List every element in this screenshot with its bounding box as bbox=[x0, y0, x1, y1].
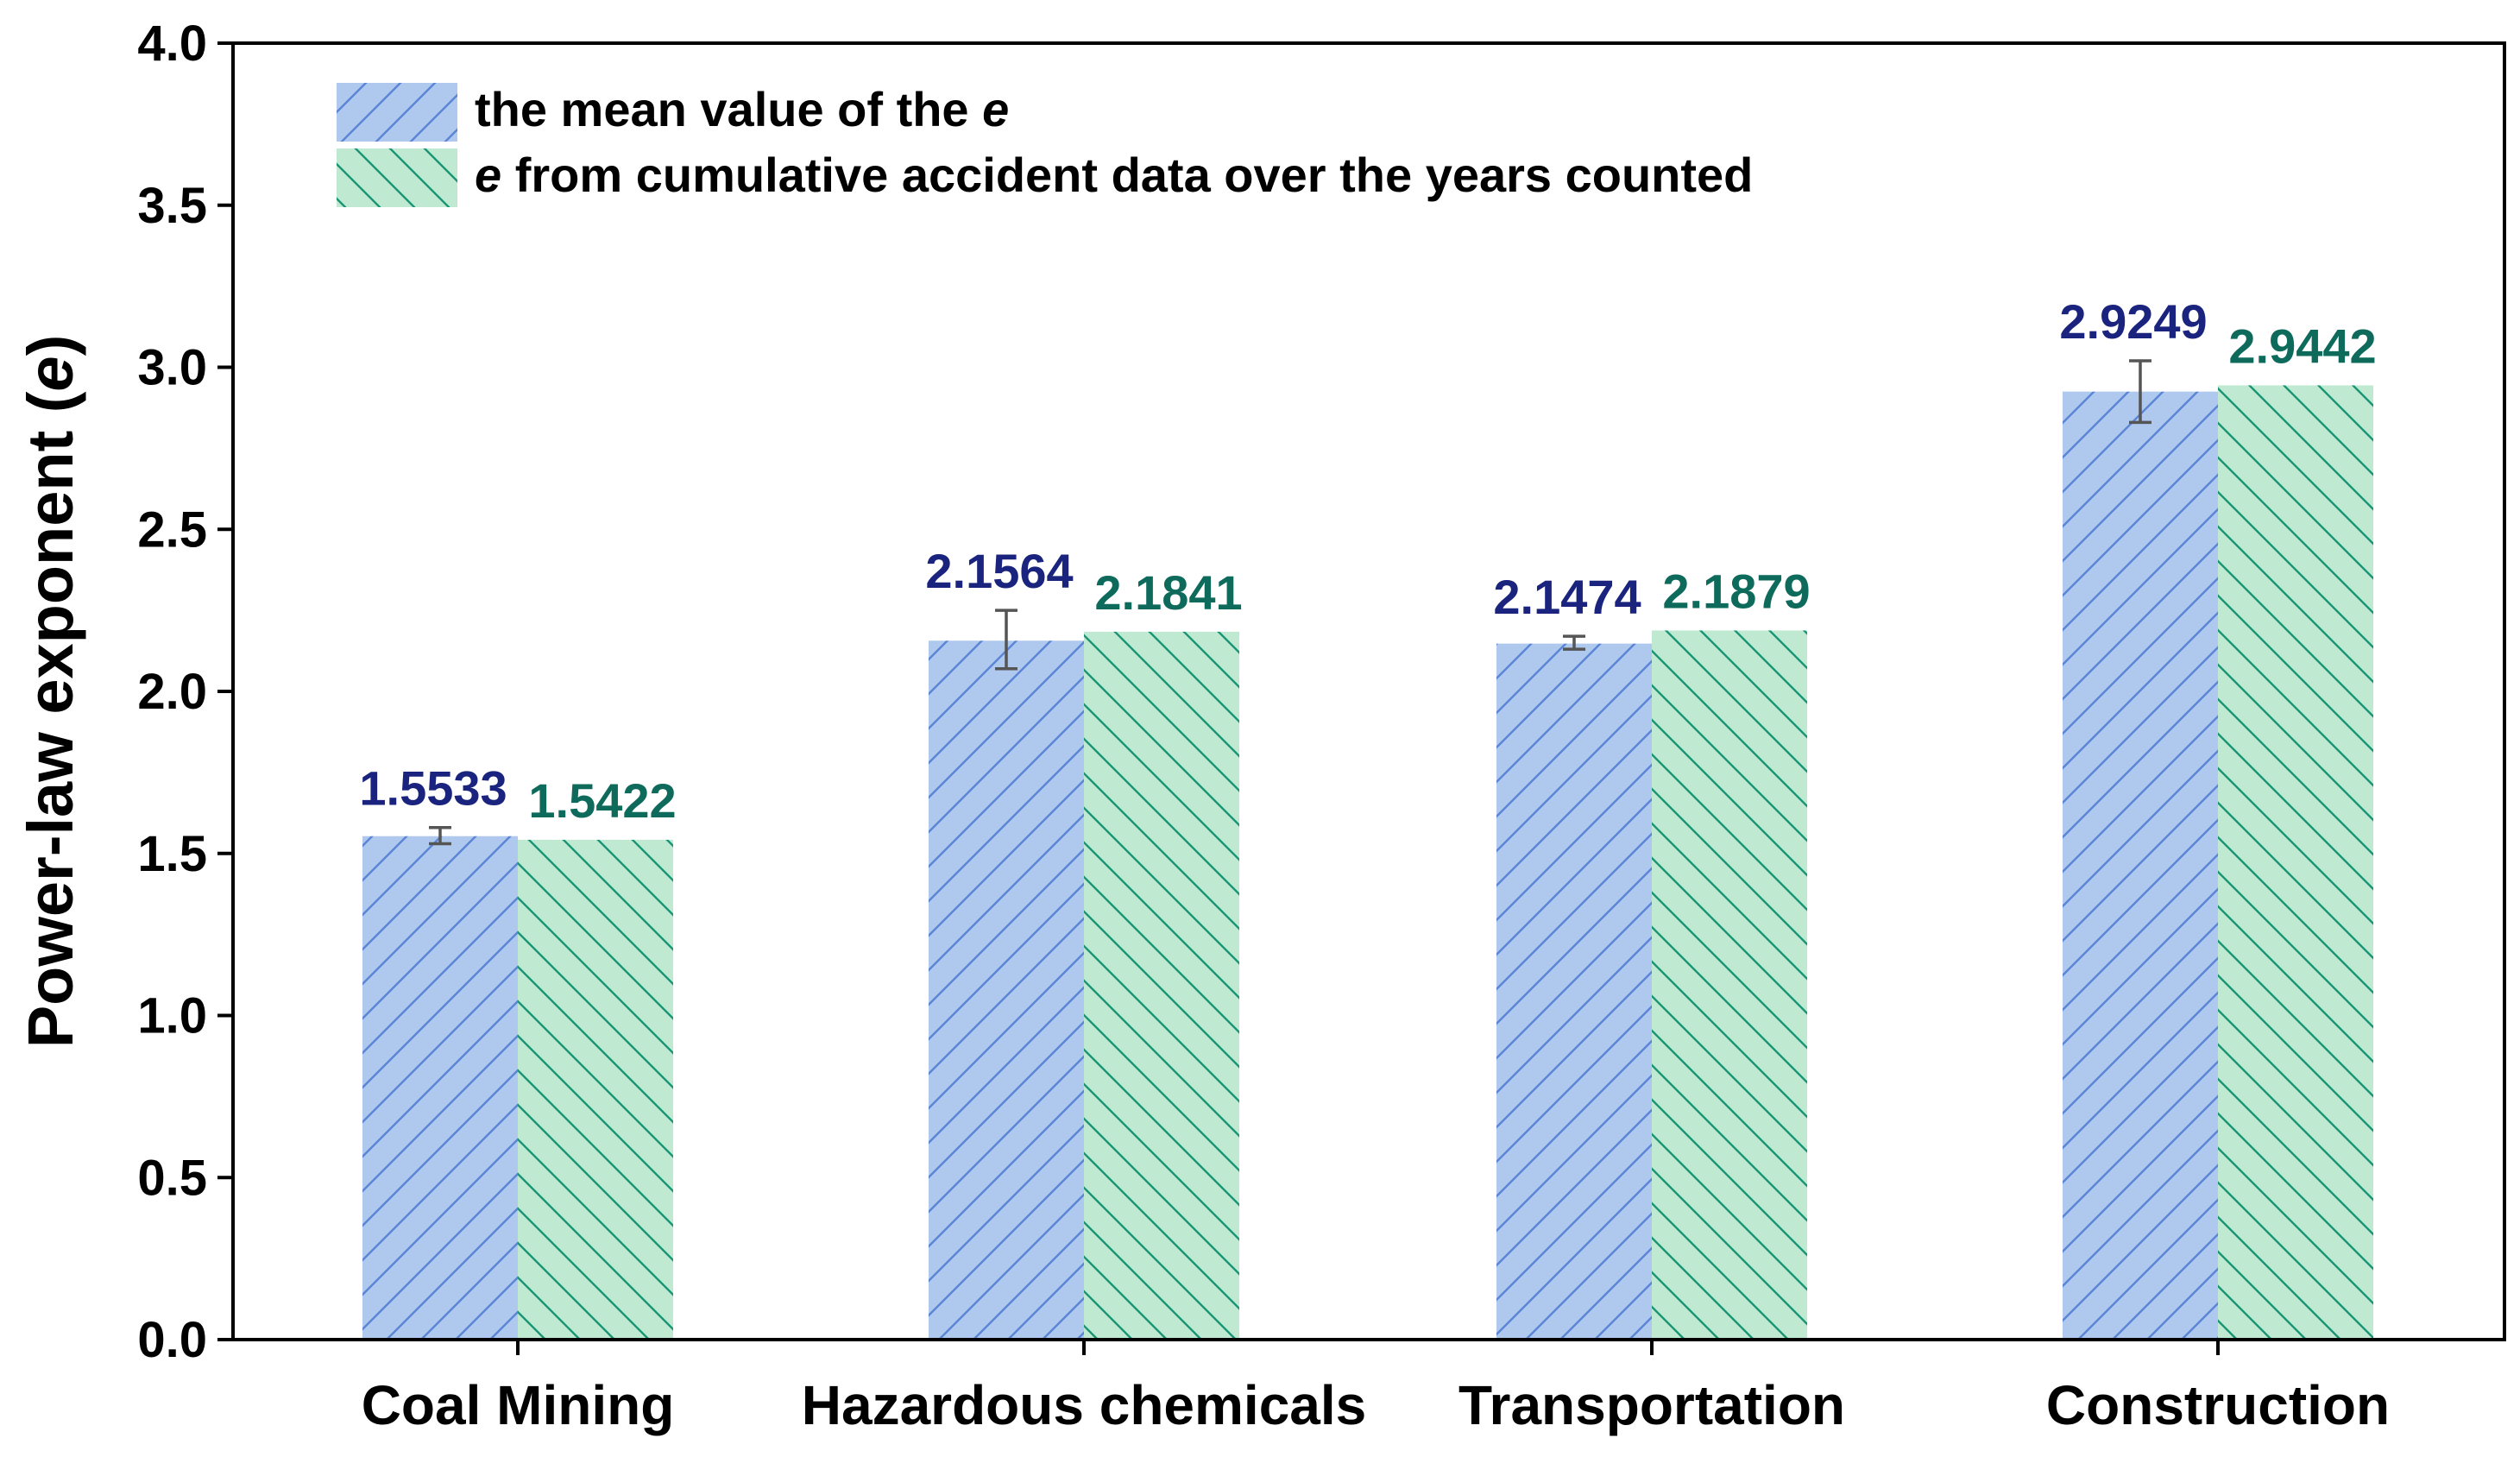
bar-1-coal-mining bbox=[362, 836, 518, 1340]
bar-1-construction bbox=[2063, 391, 2218, 1340]
legend-swatch-1 bbox=[337, 83, 457, 142]
y-tick-label: 0.5 bbox=[137, 1150, 207, 1206]
data-label-2-hazardous-chemicals: 2.1841 bbox=[1094, 565, 1242, 620]
data-label-2-transportation: 2.1879 bbox=[1662, 564, 1810, 618]
axes: 0.0 0.5 1.0 1.5 2.0 2.5 3.0 3.5 4.0 Coal Mining Ha… bbox=[137, 16, 2506, 1436]
y-axis-title: Power-law exponent (e) bbox=[15, 335, 86, 1048]
y-tick-label: 3.0 bbox=[137, 340, 207, 396]
bar-2-hazardous-chemicals bbox=[1084, 631, 1239, 1340]
plot-area bbox=[362, 359, 2373, 1340]
error-bar-hazardous-chemicals bbox=[995, 609, 1017, 671]
data-label-1-transportation: 2.1474 bbox=[1493, 570, 1641, 624]
y-tick-label: 2.0 bbox=[137, 664, 207, 720]
x-tick-label-construction: Construction bbox=[2046, 1374, 2390, 1436]
legend-entry-1: the mean value of the e bbox=[337, 82, 1009, 142]
y-tick-label: 3.5 bbox=[137, 178, 207, 234]
x-tick-label-transportation: Transportation bbox=[1458, 1374, 1845, 1436]
legend: the mean value of the e e from cumulative… bbox=[337, 82, 1753, 207]
axis-titles: Power-law exponent (e) bbox=[15, 335, 86, 1048]
y-tick-label: 0.0 bbox=[137, 1312, 207, 1368]
legend-entry-2: e from cumulative accident data over the… bbox=[337, 148, 1753, 207]
data-label-1-construction: 2.9249 bbox=[2059, 294, 2207, 349]
legend-label-1: the mean value of the e bbox=[475, 82, 1009, 136]
x-tick-label-hazardous-chemicals: Hazardous chemicals bbox=[802, 1374, 1367, 1436]
y-tick-label: 2.5 bbox=[137, 501, 207, 558]
y-tick-label: 4.0 bbox=[137, 16, 207, 72]
error-bar-transportation bbox=[1563, 634, 1585, 651]
y-tick-label: 1.5 bbox=[137, 826, 207, 882]
bar-2-construction bbox=[2218, 385, 2373, 1340]
x-tick-label-coal-mining: Coal Mining bbox=[362, 1374, 675, 1436]
legend-swatch-2 bbox=[337, 148, 457, 207]
y-tick-label: 1.0 bbox=[137, 988, 207, 1044]
data-labels: 1.5533 1.5422 2.1564 2.1841 2.1474 2.1879 2.92… bbox=[359, 294, 2376, 828]
legend-label-2: e from cumulative accident data over the… bbox=[475, 148, 1753, 202]
data-label-2-construction: 2.9442 bbox=[2228, 319, 2376, 373]
error-bar-coal-mining bbox=[429, 825, 451, 846]
bar-1-transportation bbox=[1496, 643, 1652, 1340]
data-label-1-hazardous-chemicals: 2.1564 bbox=[925, 544, 1073, 598]
bar-1-hazardous-chemicals bbox=[929, 640, 1084, 1340]
error-bar-construction bbox=[2129, 359, 2151, 425]
bar-2-transportation bbox=[1652, 630, 1807, 1340]
bar-2-coal-mining bbox=[518, 839, 673, 1340]
data-label-1-coal-mining: 1.5533 bbox=[359, 761, 507, 816]
data-label-2-coal-mining: 1.5422 bbox=[528, 773, 676, 828]
